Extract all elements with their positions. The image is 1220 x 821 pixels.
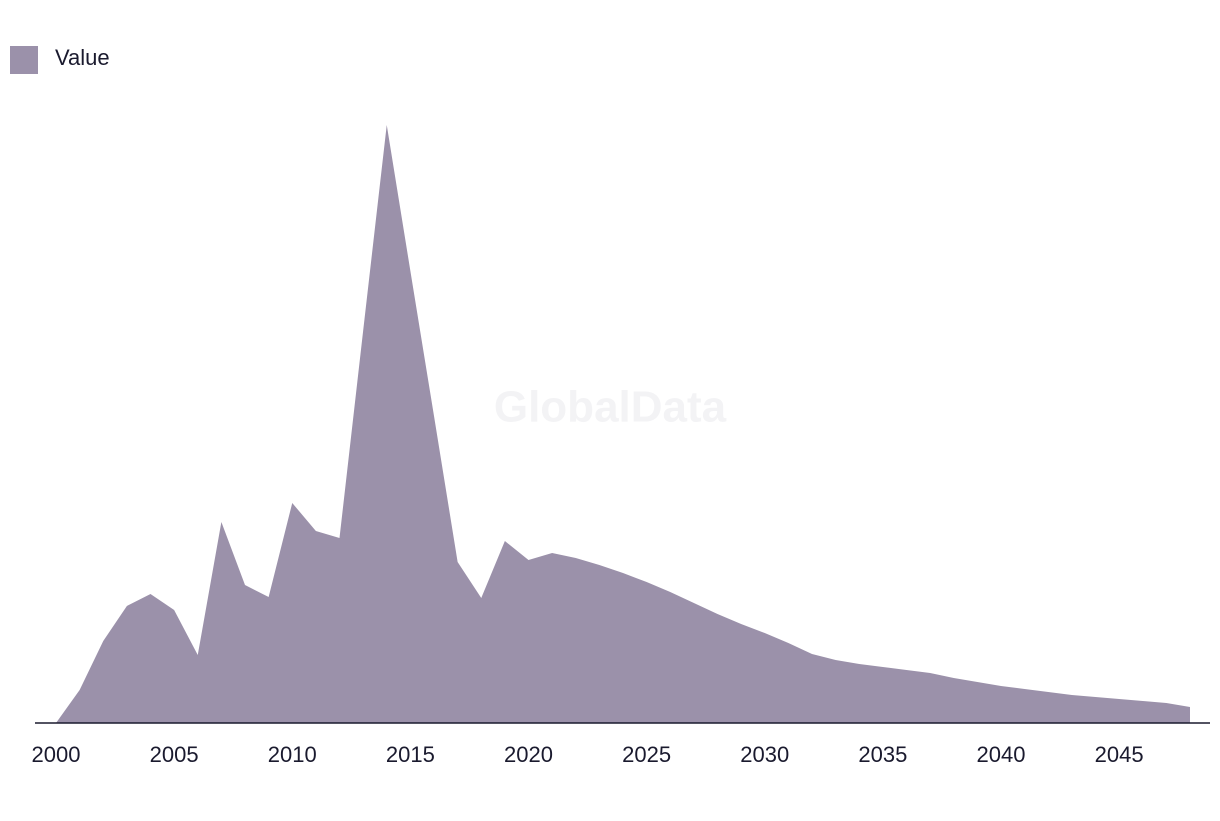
area bbox=[56, 125, 1190, 723]
x-tick-label: 2005 bbox=[150, 742, 199, 767]
x-tick-label: 2020 bbox=[504, 742, 553, 767]
legend-label: Value bbox=[55, 45, 110, 70]
legend-swatch bbox=[10, 46, 38, 74]
x-tick-label: 2025 bbox=[622, 742, 671, 767]
x-tick-label: 2035 bbox=[858, 742, 907, 767]
x-tick-label: 2015 bbox=[386, 742, 435, 767]
watermark: GlobalData bbox=[494, 383, 727, 432]
x-tick-label: 2010 bbox=[268, 742, 317, 767]
x-tick-label: 2045 bbox=[1095, 742, 1144, 767]
x-tick-label: 2000 bbox=[32, 742, 81, 767]
x-tick-label: 2030 bbox=[740, 742, 789, 767]
x-tick-label: 2040 bbox=[977, 742, 1026, 767]
